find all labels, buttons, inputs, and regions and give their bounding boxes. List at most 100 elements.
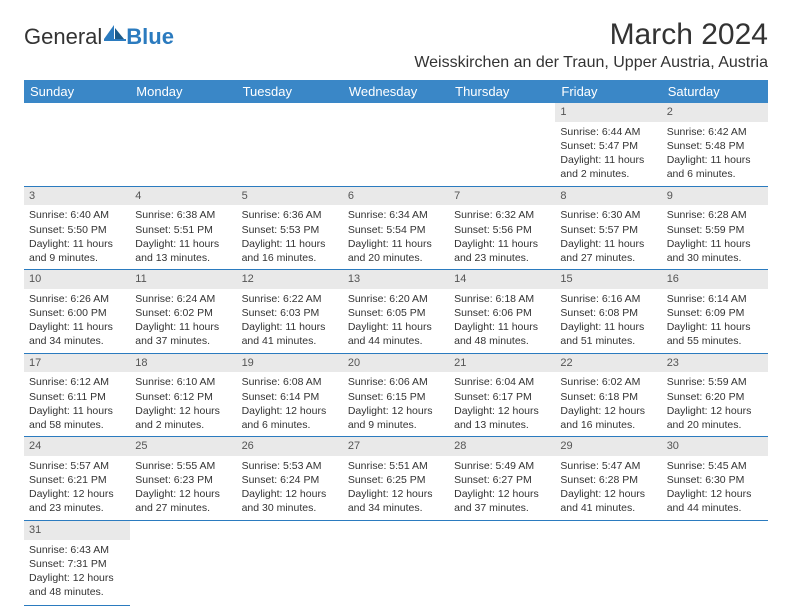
- day-details: Sunrise: 6:06 AMSunset: 6:15 PMDaylight:…: [343, 372, 449, 436]
- calendar-day-cell: 2Sunrise: 6:42 AMSunset: 5:48 PMDaylight…: [662, 103, 768, 186]
- sunset-text: Sunset: 6:09 PM: [667, 306, 763, 320]
- daylight-line1: Daylight: 11 hours: [560, 320, 656, 334]
- daylight-line2: and 41 minutes.: [242, 334, 338, 348]
- calendar-day-cell: 19Sunrise: 6:08 AMSunset: 6:14 PMDayligh…: [237, 353, 343, 437]
- day-number: 3: [24, 187, 130, 206]
- day-details: Sunrise: 6:43 AMSunset: 7:31 PMDaylight:…: [24, 540, 130, 604]
- calendar-table: Sunday Monday Tuesday Wednesday Thursday…: [24, 80, 768, 606]
- weekday-header: Wednesday: [343, 80, 449, 103]
- daylight-line1: Daylight: 11 hours: [454, 320, 550, 334]
- sunrise-text: Sunrise: 6:16 AM: [560, 292, 656, 306]
- sunrise-text: Sunrise: 5:45 AM: [667, 459, 763, 473]
- daylight-line1: Daylight: 12 hours: [242, 487, 338, 501]
- day-details: Sunrise: 5:53 AMSunset: 6:24 PMDaylight:…: [237, 456, 343, 520]
- sunset-text: Sunset: 6:08 PM: [560, 306, 656, 320]
- sunrise-text: Sunrise: 5:49 AM: [454, 459, 550, 473]
- day-number: 31: [24, 521, 130, 540]
- day-number: 20: [343, 354, 449, 373]
- sunset-text: Sunset: 6:24 PM: [242, 473, 338, 487]
- day-number: 28: [449, 437, 555, 456]
- day-details: Sunrise: 6:28 AMSunset: 5:59 PMDaylight:…: [662, 205, 768, 269]
- sunrise-text: Sunrise: 6:32 AM: [454, 208, 550, 222]
- day-number: 19: [237, 354, 343, 373]
- calendar-day-cell: 8Sunrise: 6:30 AMSunset: 5:57 PMDaylight…: [555, 186, 661, 270]
- brand-part1: General: [24, 24, 102, 50]
- sunset-text: Sunset: 6:28 PM: [560, 473, 656, 487]
- brand-part2: Blue: [126, 24, 174, 50]
- sunset-text: Sunset: 6:03 PM: [242, 306, 338, 320]
- sunrise-text: Sunrise: 6:04 AM: [454, 375, 550, 389]
- daylight-line2: and 13 minutes.: [135, 251, 231, 265]
- calendar-day-cell: 24Sunrise: 5:57 AMSunset: 6:21 PMDayligh…: [24, 437, 130, 521]
- daylight-line1: Daylight: 12 hours: [135, 487, 231, 501]
- sunrise-text: Sunrise: 6:43 AM: [29, 543, 125, 557]
- daylight-line2: and 6 minutes.: [667, 167, 763, 181]
- daylight-line1: Daylight: 11 hours: [29, 404, 125, 418]
- sunrise-text: Sunrise: 6:18 AM: [454, 292, 550, 306]
- daylight-line1: Daylight: 11 hours: [454, 237, 550, 251]
- sunset-text: Sunset: 6:17 PM: [454, 390, 550, 404]
- sunrise-text: Sunrise: 6:24 AM: [135, 292, 231, 306]
- daylight-line1: Daylight: 11 hours: [667, 153, 763, 167]
- daylight-line1: Daylight: 11 hours: [348, 320, 444, 334]
- weekday-header-row: Sunday Monday Tuesday Wednesday Thursday…: [24, 80, 768, 103]
- daylight-line1: Daylight: 11 hours: [560, 153, 656, 167]
- weekday-header: Monday: [130, 80, 236, 103]
- calendar-day-cell: 9Sunrise: 6:28 AMSunset: 5:59 PMDaylight…: [662, 186, 768, 270]
- daylight-line2: and 9 minutes.: [29, 251, 125, 265]
- calendar-week-row: 24Sunrise: 5:57 AMSunset: 6:21 PMDayligh…: [24, 437, 768, 521]
- calendar-day-cell: 26Sunrise: 5:53 AMSunset: 6:24 PMDayligh…: [237, 437, 343, 521]
- day-number: 8: [555, 187, 661, 206]
- daylight-line1: Daylight: 12 hours: [348, 487, 444, 501]
- day-details: Sunrise: 5:55 AMSunset: 6:23 PMDaylight:…: [130, 456, 236, 520]
- day-details: Sunrise: 6:30 AMSunset: 5:57 PMDaylight:…: [555, 205, 661, 269]
- sunrise-text: Sunrise: 6:38 AM: [135, 208, 231, 222]
- day-number: 30: [662, 437, 768, 456]
- sunset-text: Sunset: 6:27 PM: [454, 473, 550, 487]
- day-number: 7: [449, 187, 555, 206]
- sunrise-text: Sunrise: 6:40 AM: [29, 208, 125, 222]
- calendar-day-cell: [130, 520, 236, 606]
- calendar-week-row: 17Sunrise: 6:12 AMSunset: 6:11 PMDayligh…: [24, 353, 768, 437]
- calendar-day-cell: [130, 103, 236, 186]
- calendar-day-cell: 16Sunrise: 6:14 AMSunset: 6:09 PMDayligh…: [662, 270, 768, 354]
- day-details: Sunrise: 6:12 AMSunset: 6:11 PMDaylight:…: [24, 372, 130, 436]
- day-details: Sunrise: 5:49 AMSunset: 6:27 PMDaylight:…: [449, 456, 555, 520]
- calendar-day-cell: 17Sunrise: 6:12 AMSunset: 6:11 PMDayligh…: [24, 353, 130, 437]
- day-number: 26: [237, 437, 343, 456]
- calendar-day-cell: [24, 103, 130, 186]
- calendar-day-cell: [237, 520, 343, 606]
- day-details: Sunrise: 6:34 AMSunset: 5:54 PMDaylight:…: [343, 205, 449, 269]
- daylight-line2: and 44 minutes.: [667, 501, 763, 515]
- sunrise-text: Sunrise: 6:10 AM: [135, 375, 231, 389]
- day-number: 6: [343, 187, 449, 206]
- sunrise-text: Sunrise: 6:44 AM: [560, 125, 656, 139]
- calendar-day-cell: 11Sunrise: 6:24 AMSunset: 6:02 PMDayligh…: [130, 270, 236, 354]
- daylight-line1: Daylight: 11 hours: [29, 320, 125, 334]
- daylight-line1: Daylight: 11 hours: [667, 320, 763, 334]
- sunset-text: Sunset: 5:51 PM: [135, 223, 231, 237]
- daylight-line1: Daylight: 11 hours: [135, 237, 231, 251]
- sunrise-text: Sunrise: 6:06 AM: [348, 375, 444, 389]
- daylight-line1: Daylight: 11 hours: [135, 320, 231, 334]
- daylight-line2: and 48 minutes.: [29, 585, 125, 599]
- daylight-line2: and 13 minutes.: [454, 418, 550, 432]
- daylight-line2: and 37 minutes.: [135, 334, 231, 348]
- sunset-text: Sunset: 6:12 PM: [135, 390, 231, 404]
- sunrise-text: Sunrise: 6:30 AM: [560, 208, 656, 222]
- sunrise-text: Sunrise: 5:55 AM: [135, 459, 231, 473]
- daylight-line1: Daylight: 12 hours: [667, 487, 763, 501]
- day-number: 27: [343, 437, 449, 456]
- day-number: 9: [662, 187, 768, 206]
- calendar-day-cell: 10Sunrise: 6:26 AMSunset: 6:00 PMDayligh…: [24, 270, 130, 354]
- sunset-text: Sunset: 5:57 PM: [560, 223, 656, 237]
- daylight-line1: Daylight: 11 hours: [667, 237, 763, 251]
- daylight-line2: and 34 minutes.: [29, 334, 125, 348]
- daylight-line1: Daylight: 11 hours: [242, 320, 338, 334]
- calendar-day-cell: [449, 103, 555, 186]
- daylight-line2: and 51 minutes.: [560, 334, 656, 348]
- daylight-line2: and 6 minutes.: [242, 418, 338, 432]
- daylight-line1: Daylight: 12 hours: [560, 487, 656, 501]
- calendar-day-cell: 22Sunrise: 6:02 AMSunset: 6:18 PMDayligh…: [555, 353, 661, 437]
- sunset-text: Sunset: 6:06 PM: [454, 306, 550, 320]
